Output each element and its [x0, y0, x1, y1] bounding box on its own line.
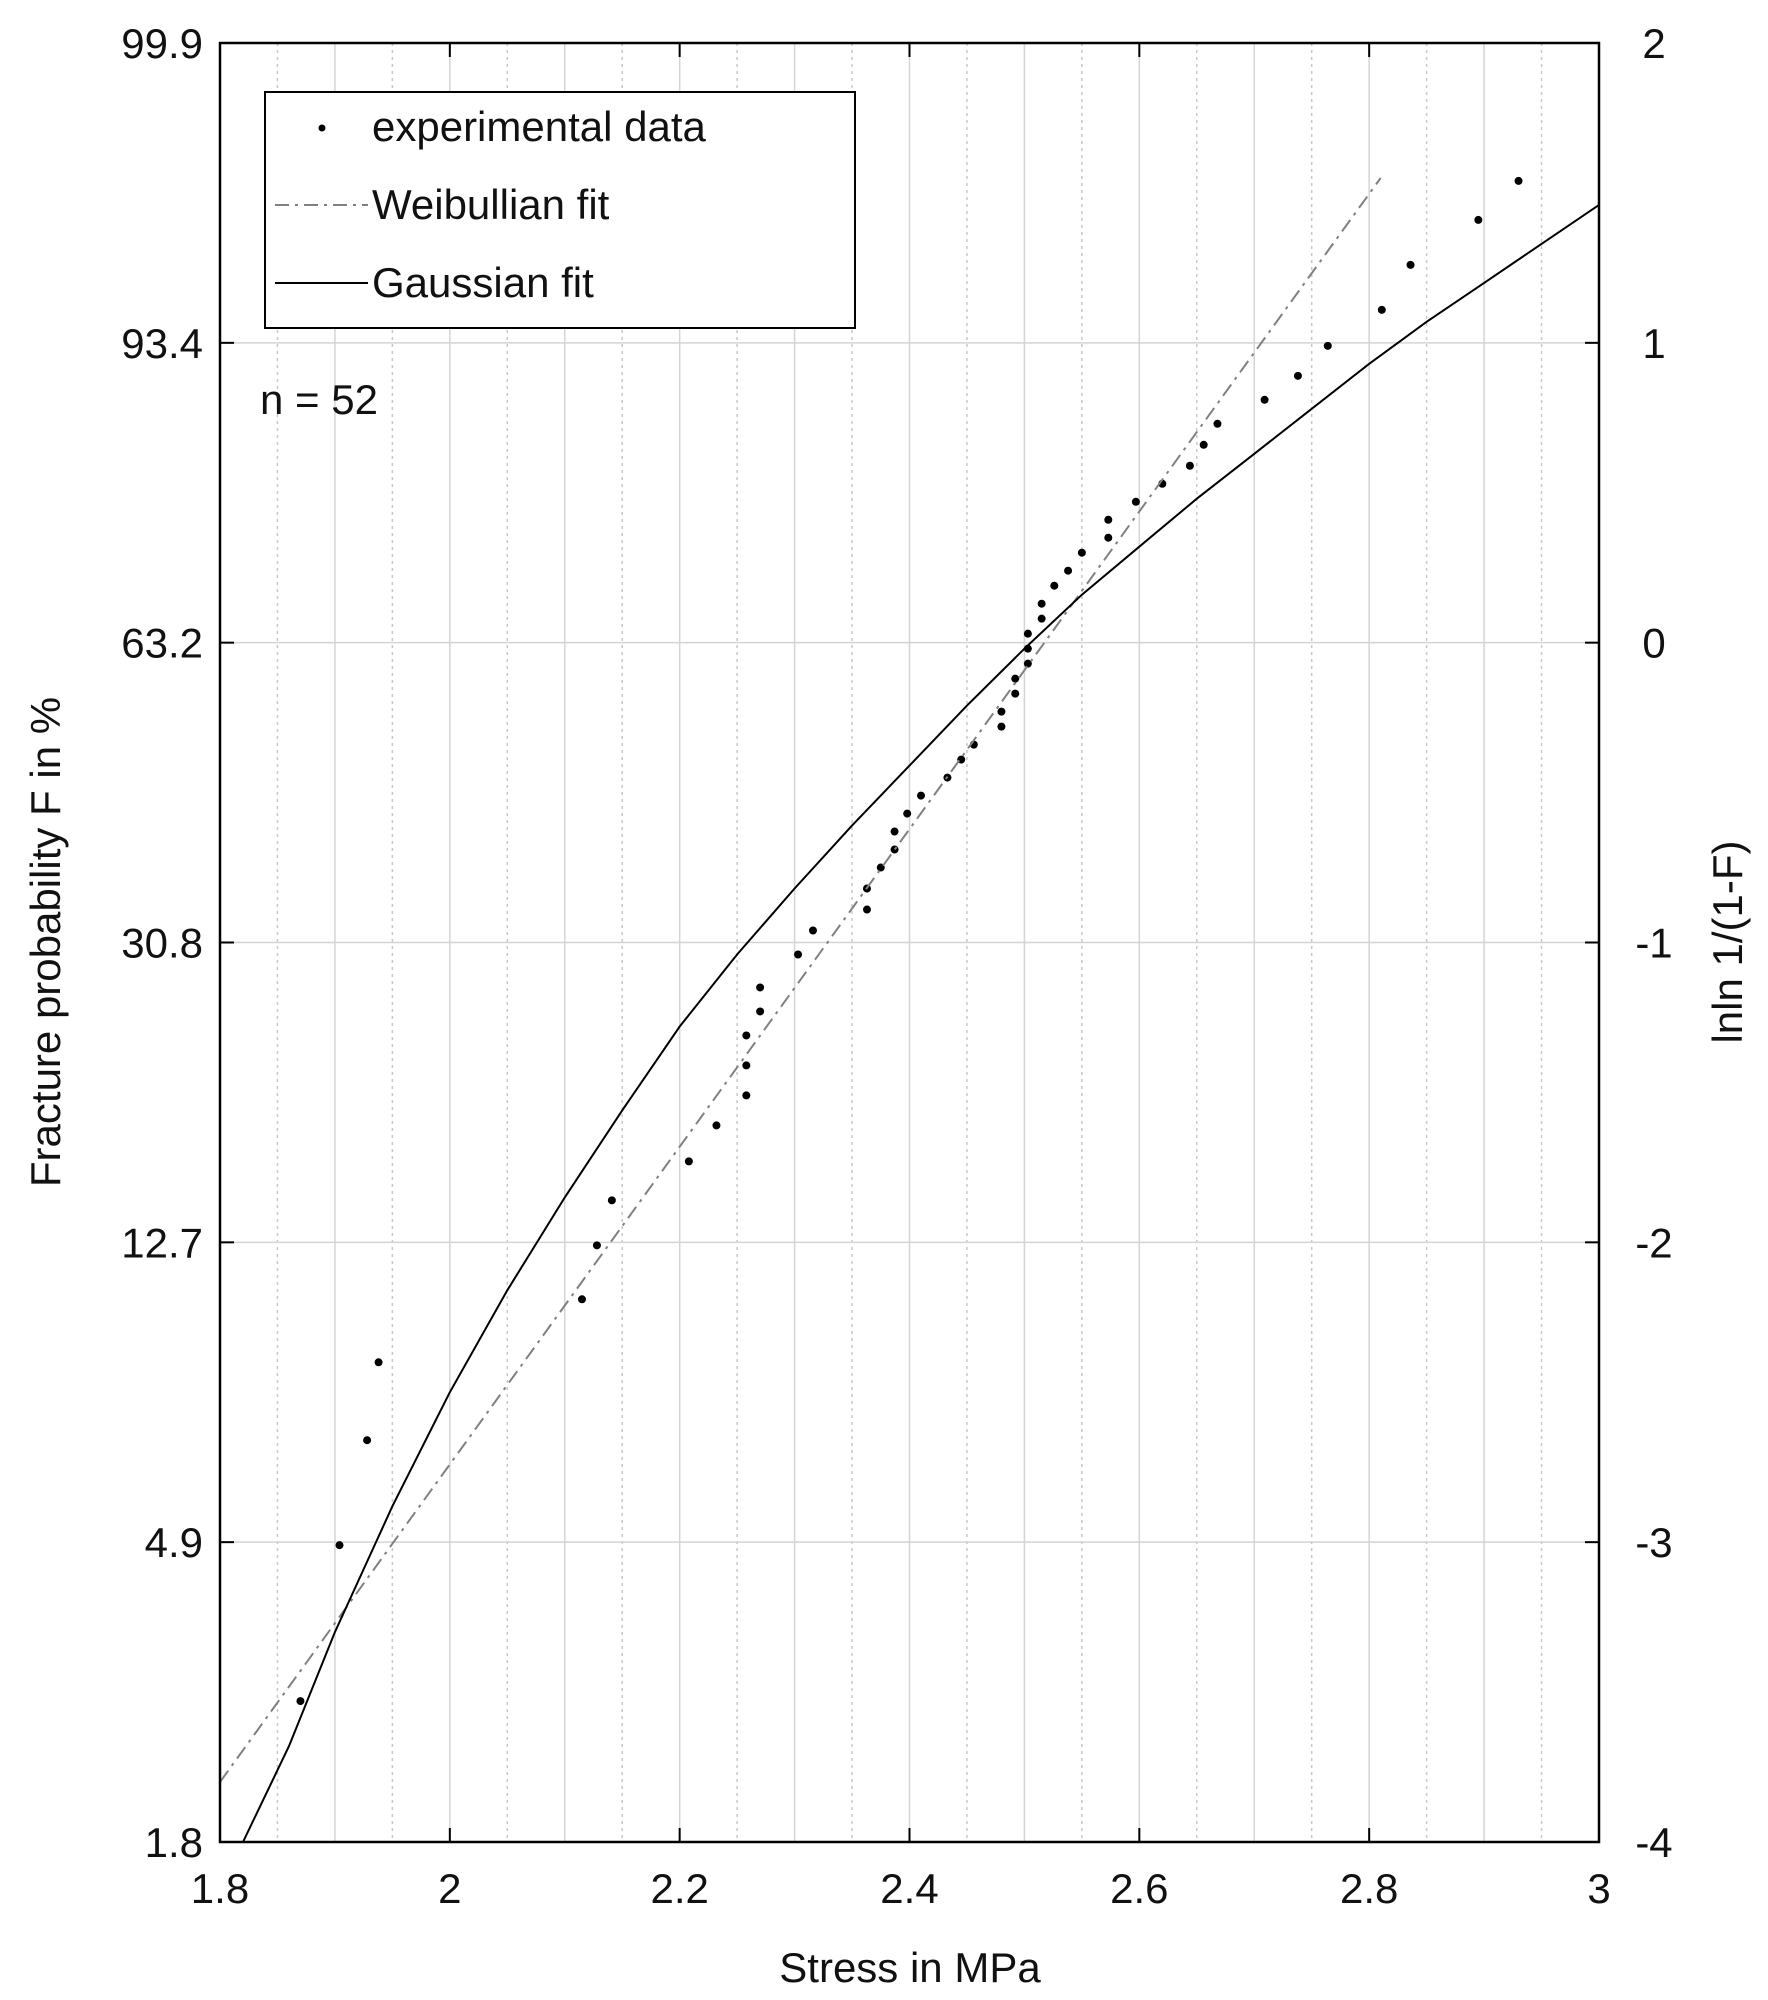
- data-point: [1323, 341, 1332, 350]
- right-tick-label: -3: [1635, 1519, 1672, 1566]
- x-tick-label: 2.4: [880, 1865, 938, 1912]
- data-point: [1037, 599, 1046, 608]
- data-point: [903, 809, 912, 818]
- left-tick-label: 99.9: [121, 20, 203, 67]
- left-tick-label: 1.8: [145, 1819, 203, 1866]
- legend-label-gaussian: Gaussian fit: [372, 259, 594, 306]
- plot-frame: [218, 41, 1601, 1844]
- legend-box: [264, 91, 856, 329]
- weibull-fit-line: [219, 177, 1382, 1783]
- data-point: [607, 1196, 616, 1205]
- data-point: [1077, 548, 1086, 557]
- data-point: [684, 1157, 693, 1166]
- right-tick-label: 1: [1642, 320, 1665, 367]
- data-point: [374, 1358, 383, 1367]
- x-tick-label: 1.8: [191, 1865, 249, 1912]
- data-point: [296, 1697, 305, 1706]
- data-point: [1023, 629, 1032, 638]
- data-point: [742, 1091, 751, 1100]
- right-tick-label: 2: [1642, 20, 1665, 67]
- data-point: [712, 1121, 721, 1130]
- data-point: [1293, 371, 1302, 380]
- x-axis-label: Stress in MPa: [779, 1944, 1041, 1991]
- data-point: [742, 1031, 751, 1040]
- legend: experimental data Weibullian fit Gaussia…: [264, 91, 856, 329]
- legend-marker-experimental: [318, 124, 326, 132]
- left-tick-label: 93.4: [121, 320, 203, 367]
- data-point: [577, 1295, 586, 1304]
- x-tick-label: 3: [1587, 1865, 1610, 1912]
- sample-size-annotation: n = 52: [260, 376, 378, 423]
- data-point: [1104, 533, 1113, 542]
- data-point: [1474, 215, 1483, 224]
- left-tick-label: 63.2: [121, 620, 203, 667]
- data-point: [876, 863, 885, 872]
- data-point: [1050, 581, 1059, 590]
- data-point: [1011, 674, 1020, 683]
- x-tick-label: 2.6: [1110, 1865, 1168, 1912]
- data-point: [1104, 515, 1113, 524]
- data-point: [1213, 419, 1222, 428]
- data-point: [862, 905, 871, 914]
- data-point: [1260, 395, 1269, 404]
- x-tick-label: 2.8: [1340, 1865, 1398, 1912]
- data-point: [1406, 260, 1415, 269]
- x-tick-label: 2: [438, 1865, 461, 1912]
- data-point: [1037, 614, 1046, 623]
- data-point: [756, 983, 765, 992]
- data-point: [997, 722, 1006, 731]
- right-tick-label: -4: [1635, 1819, 1672, 1866]
- data-point: [808, 926, 817, 935]
- right-tick-label: -2: [1635, 1219, 1672, 1266]
- data-point: [1011, 689, 1020, 698]
- left-tick-label: 30.8: [121, 920, 203, 967]
- data-point: [756, 1007, 765, 1016]
- data-point: [592, 1241, 601, 1250]
- right-tick-label: 0: [1642, 620, 1665, 667]
- data-point: [794, 950, 803, 959]
- y-axis-label-left: Fracture probability F in %: [22, 697, 69, 1187]
- data-point: [335, 1541, 344, 1550]
- data-point: [890, 827, 899, 836]
- data-point: [1064, 566, 1073, 575]
- legend-label-experimental: experimental data: [372, 103, 707, 150]
- data-point: [916, 791, 925, 800]
- data-point: [1377, 305, 1386, 314]
- legend-label-weibull: Weibullian fit: [372, 181, 610, 228]
- data-point: [742, 1061, 751, 1070]
- left-tick-label: 12.7: [121, 1219, 203, 1266]
- data-point: [997, 707, 1006, 716]
- data-point: [1199, 440, 1208, 449]
- left-tick-label: 4.9: [145, 1519, 203, 1566]
- x-tick-label: 2.2: [650, 1865, 708, 1912]
- data-point: [1514, 176, 1523, 185]
- right-tick-label: -1: [1635, 920, 1672, 967]
- data-point: [890, 845, 899, 854]
- y-axis-label-right: lnln 1/(1-F): [1704, 840, 1751, 1043]
- data-point: [363, 1436, 372, 1445]
- data-point: [1131, 497, 1140, 506]
- data-point: [1185, 461, 1194, 470]
- gaussian-fit-line: [242, 204, 1600, 1843]
- data-point: [1023, 659, 1032, 668]
